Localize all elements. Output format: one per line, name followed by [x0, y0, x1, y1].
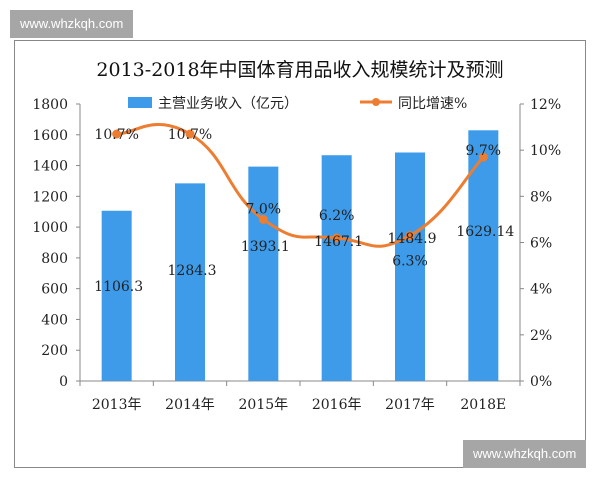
right-tick-label: 8%	[530, 189, 552, 205]
x-tick-label: 2018E	[460, 397, 506, 413]
left-tick-label: 800	[41, 251, 68, 267]
left-tick-label: 1000	[32, 220, 68, 236]
left-tick-label: 1400	[32, 159, 68, 175]
right-tick-label: 4%	[530, 282, 552, 298]
growth-value-label: 6.3%	[392, 254, 428, 270]
legend-line-label: 同比增速%	[398, 96, 467, 112]
growth-value-label: 10.7%	[94, 127, 138, 143]
bar-2014年	[175, 183, 205, 381]
growth-value-label: 9.7%	[466, 143, 502, 159]
chart-title: 2013-2018年中国体育用品收入规模统计及预测	[96, 59, 503, 81]
growth-point-2014年	[185, 129, 195, 139]
watermark-top: www.whzkqh.com	[10, 10, 134, 38]
x-tick-label: 2015年	[239, 397, 289, 413]
growth-point-2017年	[405, 231, 415, 241]
left-tick-label: 400	[41, 312, 68, 328]
legend-line-marker	[372, 98, 380, 106]
left-tick-label: 1600	[32, 128, 68, 144]
bar-2015年	[248, 166, 279, 381]
legend: 主营业务收入（亿元） 同比增速%	[128, 96, 467, 112]
right-tick-label: 6%	[530, 236, 552, 252]
x-tick-label: 2017年	[385, 397, 435, 413]
left-tick-label: 600	[41, 282, 68, 298]
growth-line	[116, 123, 485, 248]
legend-bar-swatch	[128, 97, 152, 108]
growth-value-label: 7.0%	[246, 201, 282, 217]
right-tick-label: 0%	[530, 374, 552, 390]
x-tick-label: 2013年	[92, 397, 142, 413]
bar-value-label: 1106.3	[94, 279, 143, 295]
bar-2018E	[468, 130, 499, 381]
bar-value-label: 1467.1	[314, 234, 363, 250]
legend-bar-label: 主营业务收入（亿元）	[158, 96, 298, 112]
bar-2013年	[101, 210, 132, 381]
growth-point-2016年	[332, 233, 342, 243]
bar-2016年	[321, 155, 352, 381]
left-tick-label: 1200	[32, 189, 68, 205]
bar-value-label: 1284.3	[168, 263, 217, 279]
growth-point-2013年	[112, 129, 122, 139]
left-tick-label: 200	[41, 343, 68, 359]
x-tick-label: 2016年	[312, 397, 362, 413]
bar-2017年	[395, 152, 425, 381]
bar-value-label: 1484.9	[388, 231, 437, 247]
watermark-bottom: www.whzkqh.com	[463, 440, 587, 468]
right-tick-label: 10%	[530, 143, 561, 159]
bar-value-label: 1393.1	[241, 239, 290, 255]
bar-value-label: 1629.14	[456, 224, 514, 240]
left-tick-label: 0	[59, 374, 68, 390]
left-tick-label: 1800	[32, 97, 68, 113]
right-tick-label: 12%	[530, 97, 561, 113]
growth-value-label: 6.2%	[319, 208, 355, 224]
growth-point-2018E	[478, 152, 488, 162]
x-tick-label: 2014年	[165, 397, 215, 413]
growth-point-2015年	[258, 214, 268, 224]
growth-value-label: 10.7%	[168, 127, 212, 143]
right-tick-label: 2%	[530, 328, 552, 344]
